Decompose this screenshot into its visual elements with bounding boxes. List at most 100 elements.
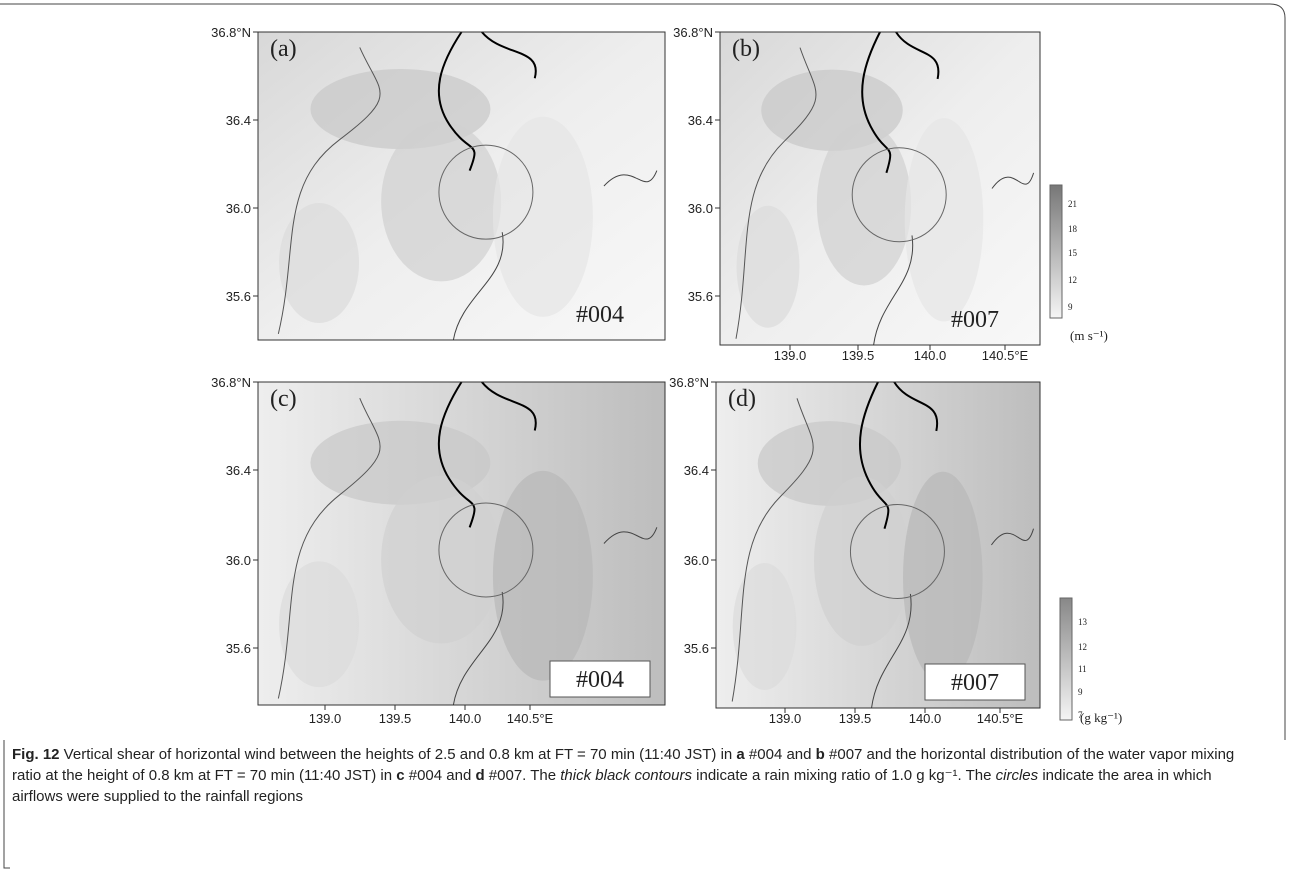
map-frame: [719, 31, 1041, 346]
colorbar-tick-label: 15: [1068, 248, 1078, 258]
colorbar-tick-label: 12: [1068, 275, 1077, 285]
lon-tick-label: 139.0: [774, 348, 807, 363]
map-panel: [715, 381, 1041, 709]
shaded-area: [492, 470, 593, 681]
run-label: #004: [576, 302, 624, 328]
colorbar-tick-label: 12: [1078, 642, 1087, 652]
lat-tick-label: 35.6: [688, 289, 713, 304]
topography-contour: [731, 398, 814, 702]
colorbar-tick-label: 11: [1078, 664, 1087, 674]
lat-tick-label: 36.0: [684, 553, 709, 568]
airflow-circle: [438, 144, 534, 240]
airflow-circle: [438, 502, 534, 598]
map-frame: [715, 381, 1041, 709]
caption-segment: Vertical shear of horizontal wind betwee…: [59, 746, 737, 763]
caption-segment: #007 and the horizontal distribution of …: [12, 746, 1235, 784]
rain-contour: [437, 381, 537, 528]
panel-label: (d): [728, 386, 756, 412]
lon-tick-label: 139.0: [769, 711, 802, 726]
lon-tick-label: 139.5: [839, 711, 872, 726]
colorbar-tick-label: 13: [1078, 617, 1088, 627]
shaded-area: [816, 122, 912, 286]
rain-contour: [858, 381, 939, 529]
shaded-area: [492, 116, 593, 317]
lon-tick-label: 139.5: [842, 348, 875, 363]
caption-segment: b: [815, 746, 825, 763]
run-label-box: [924, 663, 1026, 701]
run-label: #004: [576, 667, 624, 693]
caption-segment: #004 and: [404, 767, 476, 784]
colorbar: [1059, 597, 1073, 721]
lat-tick-label: 36.4: [226, 463, 251, 478]
caption-segment: #007. The: [484, 767, 561, 784]
lon-tick-label: 140.5°E: [507, 711, 554, 726]
shaded-area: [279, 561, 360, 688]
colorbar-tick-label: 7: [1078, 710, 1083, 720]
map-panel: [719, 31, 1041, 346]
coast-contour: [873, 172, 1035, 346]
airflow-circle: [851, 147, 947, 243]
topography-contour: [277, 47, 381, 334]
run-label: #007: [951, 670, 999, 696]
lat-tick-label: 36.0: [688, 201, 713, 216]
shaded-area: [381, 475, 502, 644]
rain-contour: [437, 31, 537, 171]
panel-label: (a): [270, 36, 297, 62]
lat-tick-label: 36.8°N: [669, 375, 709, 390]
lat-tick-label: 36.8°N: [211, 25, 251, 40]
caption-segment: circles: [995, 767, 1039, 784]
caption-segment: Fig. 12: [12, 746, 60, 763]
lat-tick-label: 36.0: [226, 201, 251, 216]
panel-label: (b): [732, 36, 760, 62]
lon-tick-label: 140.0: [914, 348, 947, 363]
caption: Fig. 12 Vertical shear of horizontal win…: [12, 744, 1262, 807]
colorbar-tick-label: 9: [1078, 687, 1083, 697]
coast-contour: [452, 170, 658, 341]
lon-tick-label: 140.5°E: [982, 348, 1029, 363]
lat-tick-label: 35.6: [226, 289, 251, 304]
shaded-area: [904, 118, 984, 322]
coast-contour: [871, 528, 1034, 709]
caption-segment: indicate the area in which airflows were…: [12, 767, 1212, 805]
topography-contour: [735, 47, 817, 339]
lat-tick-label: 36.8°N: [673, 25, 713, 40]
topography-contour: [277, 397, 381, 699]
colorbar: [1049, 184, 1063, 319]
caption-segment: a: [736, 746, 745, 763]
map-panel: [257, 31, 666, 341]
lat-tick-label: 36.0: [226, 553, 251, 568]
colorbar-tick-label: 18: [1068, 224, 1078, 234]
shaded-area: [736, 205, 800, 328]
lon-tick-label: 140.0: [449, 711, 482, 726]
shaded-area: [381, 121, 502, 282]
lon-tick-label: 139.5: [379, 711, 412, 726]
run-label-box: [549, 660, 651, 698]
colorbar-unit: (g kg⁻¹): [1080, 710, 1122, 725]
coast-contour: [452, 527, 658, 706]
run-label: #007: [951, 307, 999, 333]
colorbar-tick-label: 21: [1068, 199, 1077, 209]
panel-label: (c): [270, 386, 297, 412]
airflow-circle: [849, 504, 945, 600]
map-frame: [257, 31, 666, 341]
caption-segment: thick black contours: [560, 767, 692, 784]
shaded-area: [279, 203, 360, 323]
caption-segment: indicate a rain mixing ratio of 1.0 g kg…: [692, 767, 996, 784]
lat-tick-label: 35.6: [226, 641, 251, 656]
shaded-area: [732, 562, 797, 691]
colorbar-unit: (m s⁻¹): [1070, 328, 1108, 343]
shaded-area: [814, 476, 910, 646]
figure-border: [0, 3, 1286, 869]
lon-tick-label: 139.0: [309, 711, 342, 726]
lat-tick-label: 36.4: [226, 113, 251, 128]
lat-tick-label: 35.6: [684, 641, 709, 656]
rain-contour: [861, 31, 940, 174]
caption-segment: c: [396, 767, 405, 784]
colorbar-tick-label: 9: [1068, 302, 1073, 312]
lon-tick-label: 140.5°E: [977, 711, 1024, 726]
map-frame: [257, 381, 666, 706]
lat-tick-label: 36.8°N: [211, 375, 251, 390]
map-panel: [257, 381, 666, 706]
